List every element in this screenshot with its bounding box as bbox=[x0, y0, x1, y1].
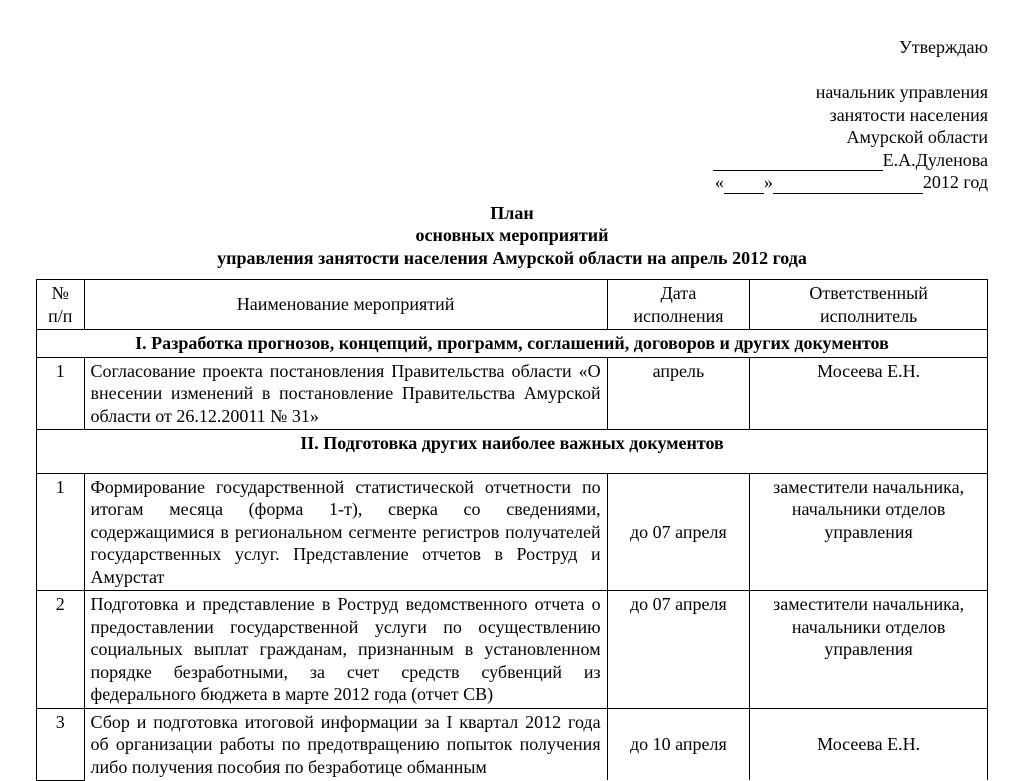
table-header-row: №п/п Наименование мероприятий Датаисполн… bbox=[37, 280, 988, 330]
year-suffix: 2012 год bbox=[923, 172, 988, 192]
row-num: 1 bbox=[37, 357, 85, 430]
table-row: 1 Формирование государственной статистич… bbox=[37, 473, 988, 591]
row-exec: заместители начальника, начальники отдел… bbox=[750, 473, 988, 591]
title-line-1: План bbox=[36, 202, 988, 225]
title-line-2: основных мероприятий bbox=[36, 224, 988, 247]
table-row: 1 Согласование проекта постановления Пра… bbox=[37, 357, 988, 430]
section-2-header: II. Подготовка других наиболее важных до… bbox=[37, 430, 988, 474]
header-name: Наименование мероприятий bbox=[84, 280, 607, 330]
activities-table: №п/п Наименование мероприятий Датаисполн… bbox=[36, 279, 988, 781]
title-line-3: управления занятости населения Амурской … bbox=[36, 247, 988, 270]
row-exec: Мосеева Е.Н. bbox=[750, 708, 988, 780]
section-2-title: II. Подготовка других наиболее важных до… bbox=[37, 430, 988, 474]
signature-line: Е.А.Дуленова bbox=[36, 149, 988, 172]
row-name: Согласование проекта постановления Прави… bbox=[84, 357, 607, 430]
document-title: План основных мероприятий управления зан… bbox=[36, 202, 988, 270]
row-num: 2 bbox=[37, 591, 85, 709]
approval-line-2: занятости населения bbox=[36, 104, 988, 127]
table-row: 2 Подготовка и представление в Роструд в… bbox=[37, 591, 988, 709]
table-row: 3 Сбор и подготовка итоговой информации … bbox=[37, 708, 988, 780]
date-line: «»2012 год bbox=[36, 171, 988, 194]
row-name: Подготовка и представление в Роструд вед… bbox=[84, 591, 607, 709]
row-name: Сбор и подготовка итоговой информации за… bbox=[84, 708, 607, 780]
row-exec: Мосеева Е.Н. bbox=[750, 357, 988, 430]
header-num: №п/п bbox=[37, 280, 85, 330]
approval-line-3: Амурской области bbox=[36, 126, 988, 149]
header-exec: Ответственныйисполнитель bbox=[750, 280, 988, 330]
approval-block: Утверждаю начальник управления занятости… bbox=[36, 36, 988, 194]
header-date: Датаисполнения bbox=[607, 280, 750, 330]
row-date: до 07 апреля bbox=[607, 591, 750, 709]
row-num: 3 bbox=[37, 708, 85, 780]
document-page: Утверждаю начальник управления занятости… bbox=[0, 0, 1024, 725]
approval-line-1: начальник управления bbox=[36, 81, 988, 104]
section-1-title: I. Разработка прогнозов, концепций, прог… bbox=[37, 330, 988, 358]
row-date: апрель bbox=[607, 357, 750, 430]
row-date: до 07 апреля bbox=[607, 473, 750, 591]
approve-word: Утверждаю bbox=[36, 36, 988, 59]
row-exec: заместители начальника, начальники отдел… bbox=[750, 591, 988, 709]
row-date: до 10 апреля bbox=[607, 708, 750, 780]
row-name: Формирование государственной статистичес… bbox=[84, 473, 607, 591]
section-1-header: I. Разработка прогнозов, концепций, прог… bbox=[37, 330, 988, 358]
row-num: 1 bbox=[37, 473, 85, 591]
signee: Е.А.Дуленова bbox=[883, 150, 988, 170]
